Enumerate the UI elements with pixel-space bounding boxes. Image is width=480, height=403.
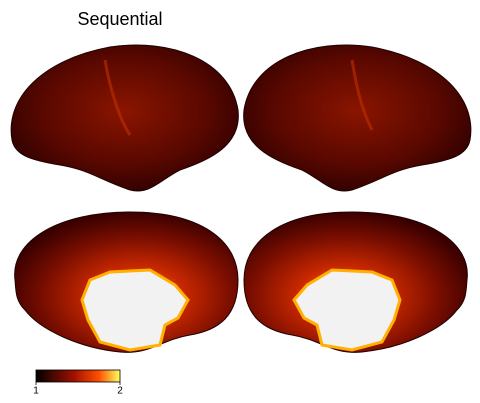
brain-lateral-left	[10, 44, 239, 192]
colorbar-tick-label: 1	[33, 386, 39, 397]
title: Sequential	[77, 9, 162, 29]
brain-lateral-right	[243, 44, 472, 192]
brain-medial-right	[243, 211, 468, 353]
colorbar	[35, 369, 121, 383]
colorbar-tick-label: 2	[117, 386, 123, 397]
brain-medial-left	[14, 211, 239, 353]
